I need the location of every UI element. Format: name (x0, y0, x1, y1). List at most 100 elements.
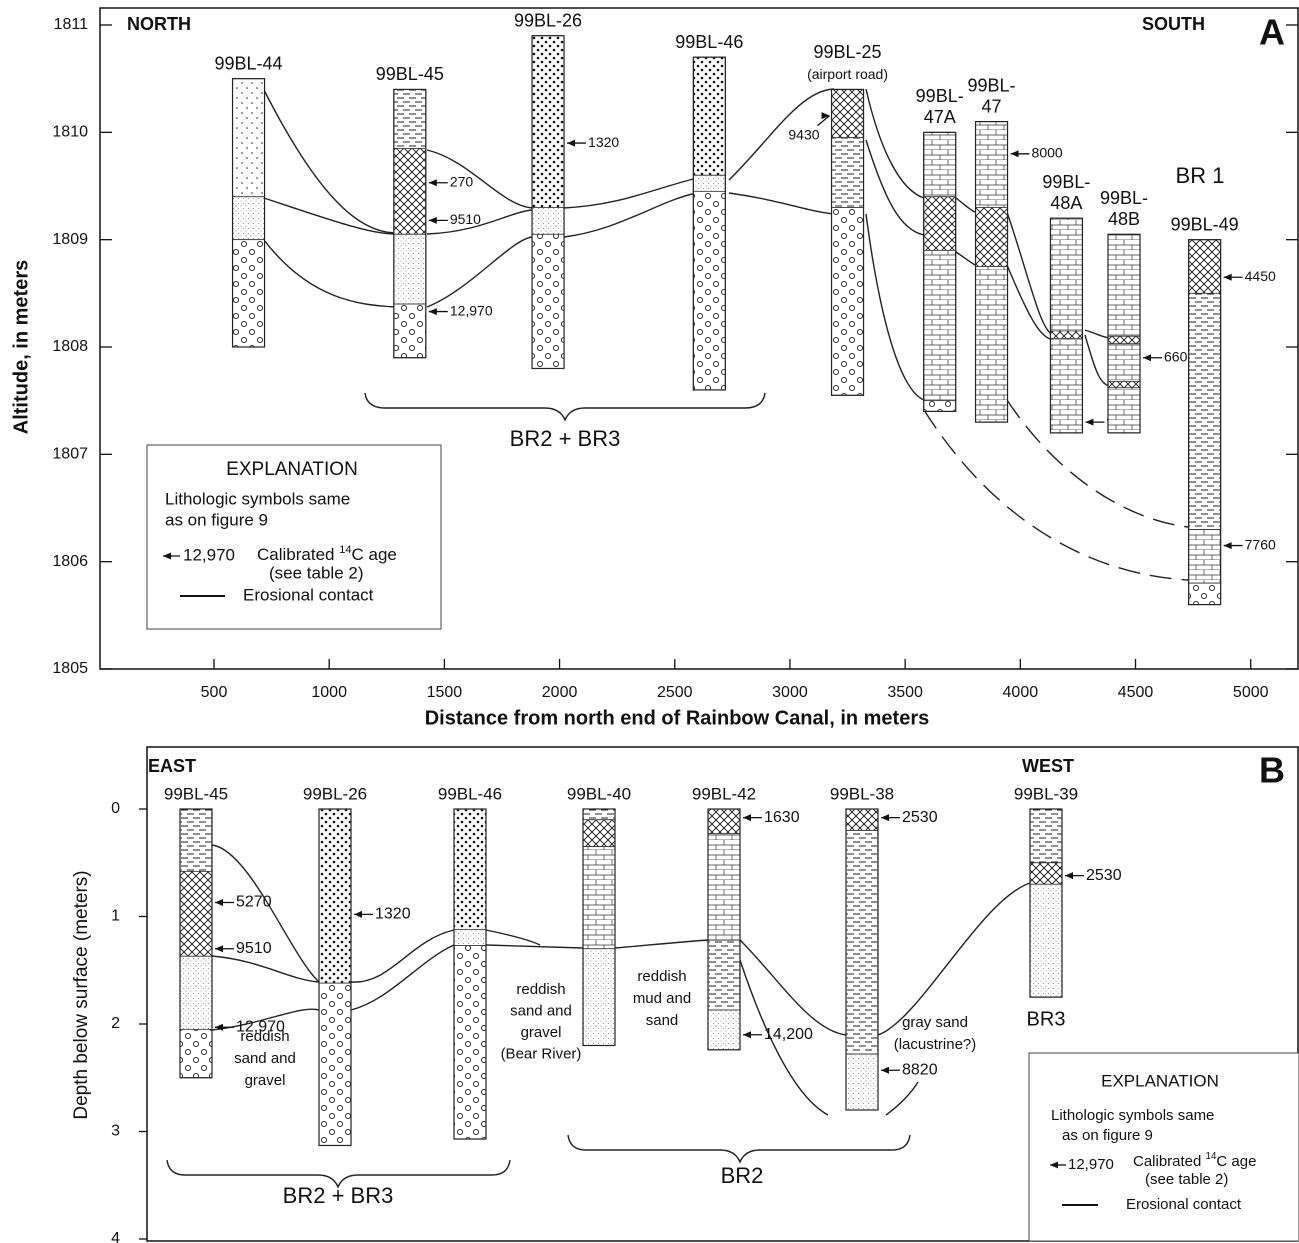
layer (976, 207, 1008, 266)
layer (1030, 884, 1062, 997)
core-name: 99BL-38 (830, 784, 894, 803)
layer (454, 946, 486, 1140)
y-tick-label: 1806 (52, 553, 88, 570)
age-arrowhead (429, 308, 437, 315)
layer (693, 175, 725, 191)
age-label: 1630 (764, 809, 800, 826)
core (454, 809, 486, 1139)
layer (1108, 381, 1140, 387)
direction-label: WEST (1022, 756, 1074, 776)
age-arrowhead (1224, 274, 1232, 281)
layer (693, 191, 725, 390)
core-name: 99BL-45 (164, 784, 228, 803)
age-arrowhead (1065, 872, 1073, 879)
core-name: 99BL- (1100, 188, 1148, 208)
age-label: 5270 (236, 894, 272, 911)
annotation: BR 1 (1176, 163, 1225, 188)
y-tick-label: 0 (111, 800, 120, 817)
core-name: 99BL-46 (438, 784, 502, 803)
age-arrowhead (354, 911, 362, 918)
x-tick-label: 3000 (772, 684, 808, 701)
explanation-text: Erosional contact (243, 585, 374, 604)
annotation: sand and (510, 1002, 572, 1019)
layer (1050, 331, 1082, 339)
layer (180, 871, 212, 956)
core (180, 809, 212, 1078)
layer (708, 809, 740, 834)
explanation-text: 12,970 (183, 545, 235, 564)
layer (180, 956, 212, 1029)
x-tick-label: 3500 (887, 684, 923, 701)
age-arrowhead (881, 1067, 889, 1074)
age-label: 4450 (1245, 268, 1276, 284)
layer (1189, 529, 1221, 583)
age-label: 2530 (1086, 867, 1122, 884)
layer (233, 240, 265, 347)
core (693, 57, 725, 390)
y-tick-label: 2 (111, 1015, 120, 1032)
age-arrowhead (822, 112, 830, 119)
core (319, 809, 351, 1145)
layer (924, 250, 956, 400)
layer (1030, 863, 1062, 885)
core (924, 132, 956, 411)
age-label: 14,200 (764, 1026, 813, 1043)
layer (319, 983, 351, 1145)
explanation-text: Calibrated 14C age (1133, 1151, 1256, 1170)
layer (693, 57, 725, 175)
layer (924, 401, 956, 412)
x-tick-label: 2000 (542, 684, 578, 701)
layer (832, 89, 864, 137)
x-tick-label: 5000 (1233, 684, 1269, 701)
core-name: 48A (1050, 193, 1082, 213)
annotation: sand (646, 1012, 679, 1029)
core-name: 99BL- (968, 75, 1016, 95)
annotation: BR2 + BR3 (283, 1183, 394, 1208)
y-tick-label: 1809 (52, 231, 88, 248)
core-name: 48B (1108, 209, 1140, 229)
core (233, 79, 265, 347)
annotation: BR3 (1027, 1008, 1066, 1030)
layer (924, 132, 956, 196)
core-name: 99BL- (916, 86, 964, 106)
superscript: 14 (1206, 1151, 1217, 1162)
direction-label: SOUTH (1142, 14, 1205, 34)
layer (583, 847, 615, 949)
layer (233, 197, 265, 240)
core-name: 99BL-26 (303, 784, 367, 803)
annotation: sand and (234, 1050, 296, 1067)
annotation: mud and (633, 990, 691, 1007)
age-arrowhead (743, 1031, 751, 1038)
layer (394, 89, 426, 148)
core-name: 99BL-44 (215, 53, 283, 73)
annotation: (Bear River) (501, 1045, 582, 1062)
x-tick-label: 4500 (1118, 684, 1154, 701)
explanation-text: as on figure 9 (165, 510, 268, 529)
core-name: 99BL-49 (1171, 214, 1239, 234)
x-tick-label: 4000 (1003, 684, 1039, 701)
layer (832, 207, 864, 395)
x-tick-label: 500 (201, 684, 228, 701)
explanation-text: Calibrated (257, 545, 339, 564)
core-name: 99BL-46 (675, 32, 743, 52)
layer (832, 138, 864, 208)
age-label: 8820 (902, 1061, 938, 1078)
age-arrowhead (1011, 150, 1019, 157)
explanation-text: as on figure 9 (1062, 1127, 1153, 1144)
superscript: 14 (339, 544, 351, 556)
layer (394, 234, 426, 304)
age-label: 270 (450, 173, 474, 189)
layer (1189, 293, 1221, 529)
layer (976, 122, 1008, 208)
y-tick-label: 1807 (52, 446, 88, 463)
explanation-text: 12,970 (1068, 1156, 1114, 1173)
age-label: 9430 (788, 126, 819, 142)
explanation-text: Lithologic symbols same (165, 489, 350, 508)
x-tick-label: 1000 (311, 684, 347, 701)
core-name: 99BL- (1042, 172, 1090, 192)
direction-label: EAST (148, 756, 196, 776)
layer (532, 36, 564, 208)
explanation-text: C age (1216, 1153, 1256, 1170)
layer (1050, 218, 1082, 331)
x-tick-label: 2500 (657, 684, 693, 701)
